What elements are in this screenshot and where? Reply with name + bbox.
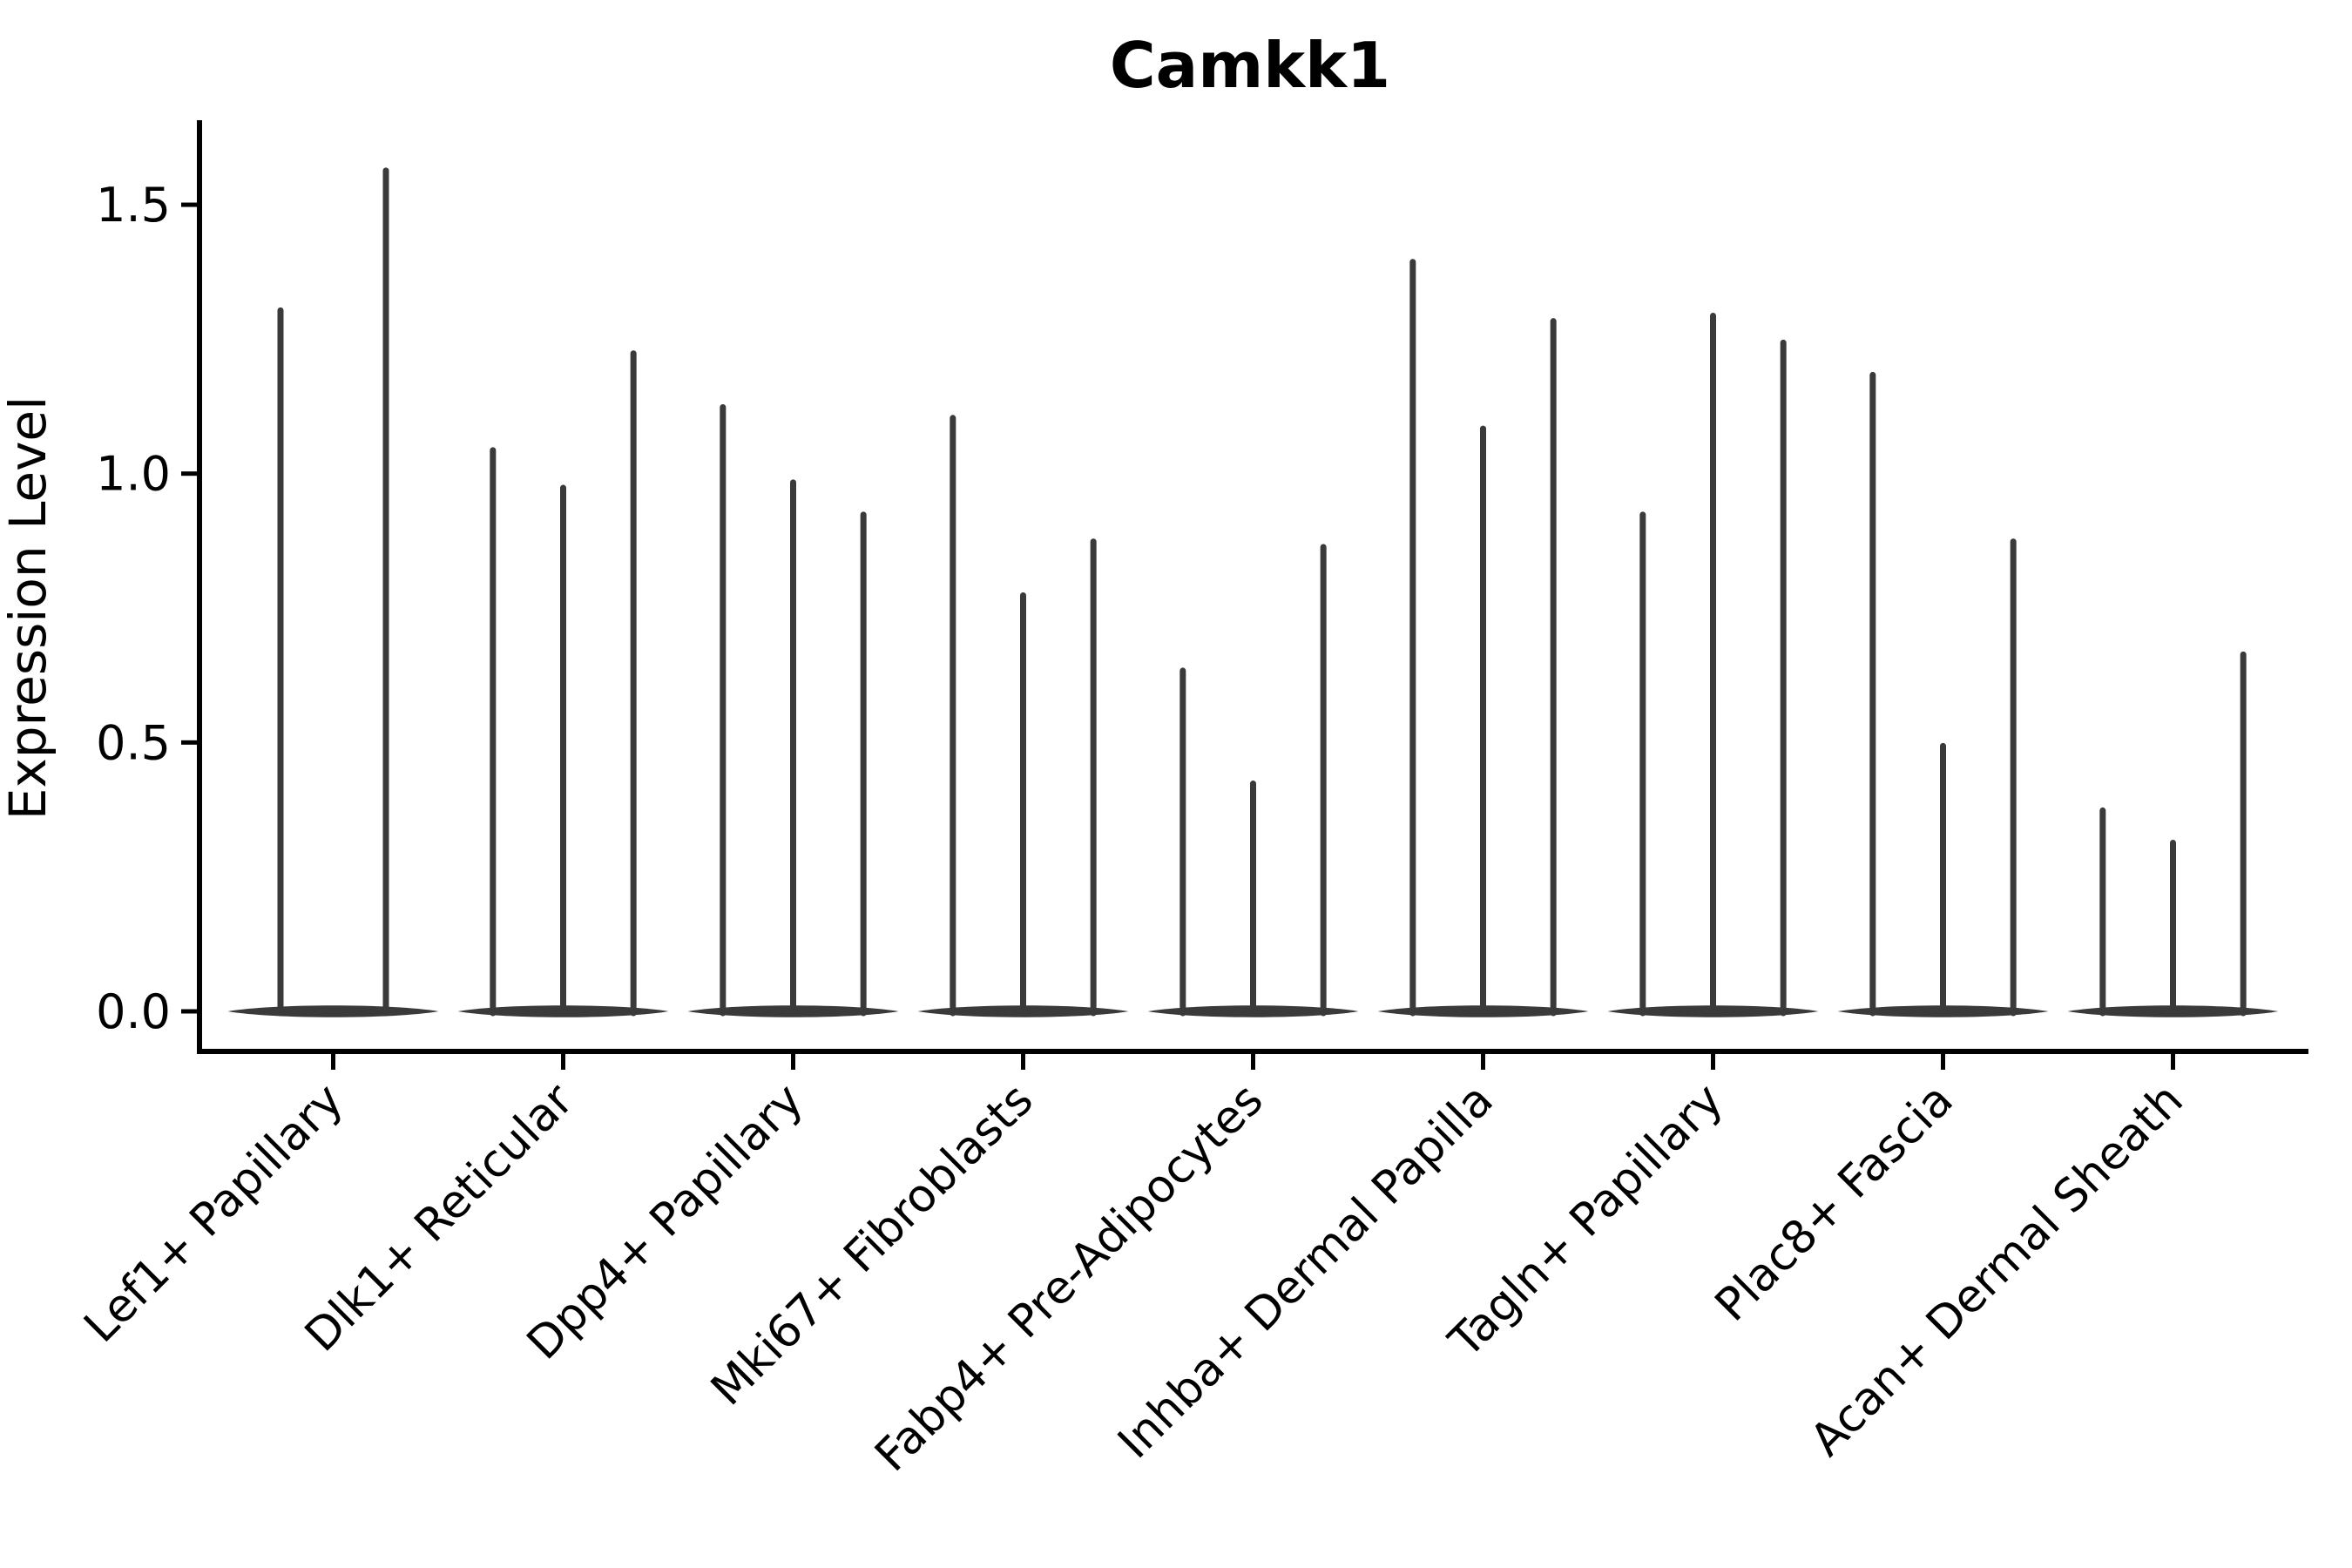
bottom-spine <box>197 1049 2308 1054</box>
violin-base-lens <box>227 1005 439 1017</box>
x-tick <box>1251 1054 1255 1070</box>
y-tick <box>181 1009 197 1014</box>
violin-group <box>687 403 899 1017</box>
violin-group <box>1147 544 1359 1017</box>
violin-group <box>1607 313 1819 1017</box>
x-category-label: Inhba+ Dermal Papilla <box>1108 1074 1503 1469</box>
x-category-label: Fabp4+ Pre-Adipocytes <box>865 1074 1273 1482</box>
x-tick <box>1711 1054 1715 1070</box>
y-tick <box>181 202 197 207</box>
x-tick <box>561 1054 565 1070</box>
y-tick-label: 1.0 <box>96 447 171 502</box>
x-tick <box>791 1054 795 1070</box>
y-tick <box>181 471 197 476</box>
y-tick <box>181 740 197 745</box>
x-tick <box>331 1054 335 1070</box>
violin-group <box>227 167 439 1017</box>
y-tick-label: 1.5 <box>96 178 171 233</box>
chart-title: Camkk1 <box>1110 29 1390 102</box>
axes-layer <box>181 120 2308 1070</box>
y-tick-label: 0.5 <box>96 715 171 770</box>
violin-layer <box>227 167 2279 1017</box>
x-category-label: Acan+ Dermal Sheath <box>1801 1074 2193 1467</box>
violin-group <box>1377 259 1589 1017</box>
violin-group <box>2067 651 2279 1017</box>
y-tick-label: 0.0 <box>96 984 171 1039</box>
y-axis-label: Expression Level <box>0 396 57 820</box>
violin-group <box>917 415 1129 1017</box>
x-tick <box>2171 1054 2175 1070</box>
x-tick <box>1021 1054 1025 1070</box>
x-tick <box>1481 1054 1485 1070</box>
left-spine <box>197 120 202 1054</box>
violin-group <box>457 350 669 1017</box>
x-tick <box>1941 1054 1945 1070</box>
violin-group <box>1837 371 2049 1017</box>
x-category-label: Plac8+ Fascia <box>1706 1074 1963 1332</box>
